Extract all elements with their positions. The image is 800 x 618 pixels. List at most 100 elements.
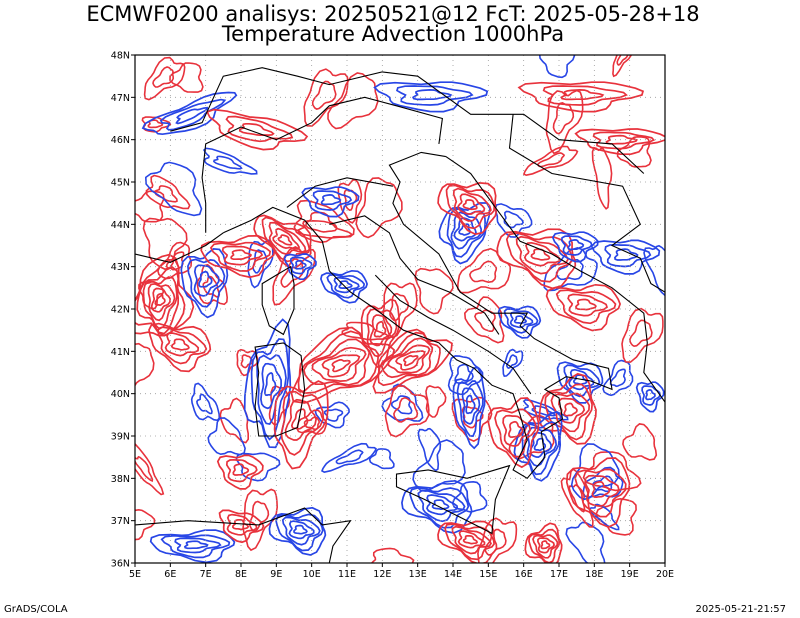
contour-line bbox=[360, 298, 401, 369]
map-title-line1: ECMWF0200 analisys: 20250521@12 FcT: 202… bbox=[86, 2, 700, 26]
contour-line bbox=[563, 402, 578, 417]
coastline bbox=[135, 232, 224, 263]
y-tick-label: 42N bbox=[111, 305, 130, 316]
x-tick-label: 10E bbox=[303, 569, 321, 580]
contour-line bbox=[147, 283, 176, 322]
contour-line bbox=[272, 227, 301, 250]
contour-line bbox=[452, 187, 492, 222]
contour-line bbox=[425, 385, 447, 418]
coastline bbox=[254, 342, 306, 437]
contour-line bbox=[426, 494, 459, 516]
contour-line bbox=[135, 253, 195, 337]
contour-line bbox=[320, 194, 342, 206]
contour-line bbox=[293, 524, 308, 535]
y-tick-label: 46N bbox=[111, 135, 130, 146]
contour-line bbox=[273, 380, 329, 470]
y-tick-label: 37N bbox=[111, 516, 130, 527]
contour-line bbox=[538, 372, 597, 445]
contour-line bbox=[454, 363, 474, 385]
contour-line bbox=[297, 330, 380, 395]
contour-line bbox=[409, 486, 470, 529]
contour-line bbox=[141, 91, 238, 136]
contour-line bbox=[560, 235, 593, 256]
contour-line bbox=[609, 368, 627, 388]
contour-line bbox=[284, 398, 317, 441]
contour-line bbox=[327, 72, 379, 130]
contour-line bbox=[160, 534, 231, 559]
contour-line bbox=[545, 89, 584, 155]
x-tick-label: 14E bbox=[444, 569, 462, 580]
contour-line bbox=[645, 389, 656, 401]
coastline bbox=[286, 177, 393, 208]
contour-line bbox=[602, 359, 634, 397]
contour-line bbox=[289, 256, 313, 275]
contour-line bbox=[159, 98, 227, 131]
contour-line bbox=[530, 248, 551, 261]
contour-line bbox=[523, 241, 561, 267]
contour-line bbox=[531, 405, 557, 417]
contour-line bbox=[264, 371, 277, 397]
contour-line bbox=[574, 468, 627, 518]
contour-line bbox=[198, 270, 213, 288]
contour-line bbox=[616, 55, 629, 66]
contour-line bbox=[143, 56, 186, 101]
contour-line bbox=[366, 308, 398, 358]
contour-line bbox=[281, 516, 321, 546]
contour-line bbox=[494, 408, 537, 458]
contour-line bbox=[268, 221, 307, 256]
contour-line bbox=[154, 292, 166, 306]
contour-line bbox=[293, 199, 355, 244]
x-tick-label: 5E bbox=[129, 569, 141, 580]
contour-line bbox=[451, 525, 492, 555]
contour-line bbox=[558, 397, 586, 424]
contour-line bbox=[135, 455, 154, 483]
contour-line bbox=[487, 397, 540, 469]
x-tick-label: 17E bbox=[550, 569, 568, 580]
contour-line bbox=[243, 318, 292, 449]
contour-line bbox=[368, 448, 395, 470]
contour-line bbox=[505, 354, 518, 369]
contour-line bbox=[320, 269, 368, 304]
x-tick-label: 7E bbox=[200, 569, 212, 580]
contour-line bbox=[544, 383, 593, 441]
coastline bbox=[223, 151, 613, 480]
contour-line bbox=[370, 547, 415, 563]
contour-line bbox=[545, 283, 622, 332]
coastlines bbox=[135, 67, 665, 563]
contour-line bbox=[193, 264, 220, 297]
contour-line bbox=[635, 381, 665, 413]
contour-line bbox=[575, 298, 597, 311]
contour-line bbox=[529, 431, 553, 458]
contour-line bbox=[622, 423, 658, 461]
contour-line bbox=[565, 521, 606, 563]
contour-line bbox=[401, 479, 473, 534]
contour-line bbox=[641, 385, 662, 406]
contour-line bbox=[616, 135, 652, 168]
contour-line bbox=[373, 320, 387, 338]
contour-line bbox=[206, 108, 309, 151]
coastline bbox=[170, 67, 645, 174]
contour-line bbox=[187, 258, 226, 308]
contour-line bbox=[369, 314, 393, 347]
contour-line bbox=[135, 443, 165, 496]
contour-line bbox=[590, 239, 661, 275]
contour-line bbox=[474, 309, 496, 332]
contour-line bbox=[232, 463, 250, 476]
contour-line bbox=[394, 350, 426, 371]
x-tick-label: 16E bbox=[515, 569, 533, 580]
contour-line bbox=[303, 416, 321, 431]
contour-line bbox=[461, 387, 481, 425]
contour-line bbox=[164, 332, 200, 357]
contour-line bbox=[604, 243, 652, 268]
y-tick-label: 40N bbox=[111, 389, 130, 400]
x-tick-label: 20E bbox=[656, 569, 674, 580]
contour-line bbox=[629, 319, 653, 348]
contour-line bbox=[567, 239, 585, 251]
x-tick-label: 9E bbox=[270, 569, 282, 580]
contour-line bbox=[209, 241, 272, 272]
contour-line bbox=[225, 115, 294, 143]
x-tick-label: 11E bbox=[338, 569, 356, 580]
contour-line bbox=[372, 328, 453, 394]
contour-line bbox=[582, 466, 624, 498]
